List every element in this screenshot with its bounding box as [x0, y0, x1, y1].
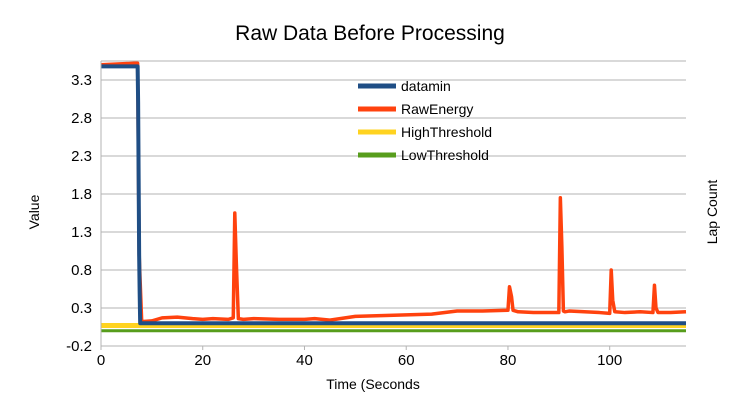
- x-axis-title: Time (Seconds: [326, 376, 420, 392]
- x-tick-label: 0: [97, 352, 105, 369]
- series-line-datamin: [101, 64, 686, 326]
- legend-label: HighThreshold: [401, 124, 492, 140]
- axes: -0.2 0.3 0.8 1.3 1.8 2.3 2.8 3.3 0 20 40 60 80 100: [66, 61, 686, 369]
- x-tick-label: 20: [194, 352, 211, 369]
- y-tick-label: 3.3: [71, 72, 92, 89]
- y-axis-title: Value: [26, 194, 42, 229]
- y-tick-label: -0.2: [66, 338, 92, 355]
- y-tick-label: 1.8: [71, 186, 92, 203]
- series-line-rawenergy: [100, 61, 687, 324]
- x-tick-label: 40: [296, 352, 313, 369]
- chart-title: Raw Data Before Processing: [235, 22, 505, 45]
- legend: datamin RawEnergy HighThreshold LowThreshol…: [358, 78, 492, 163]
- x-tick-label: 80: [500, 352, 517, 369]
- legend-label: LowThreshold: [401, 147, 489, 163]
- x-tick-label: 100: [597, 352, 622, 369]
- legend-label: datamin: [401, 78, 451, 94]
- x-tick-label: 60: [398, 352, 415, 369]
- legend-label: RawEnergy: [401, 101, 473, 117]
- grid: [101, 60, 686, 347]
- y-tick-label: 2.3: [71, 148, 92, 165]
- y-tick-label: 0.3: [71, 300, 92, 317]
- y-tick-label: 1.3: [71, 224, 92, 241]
- y-tick-label: 2.8: [71, 110, 92, 127]
- plot-area: [100, 61, 687, 333]
- y2-axis-title: Lap Count: [704, 180, 720, 245]
- y-tick-label: 0.8: [71, 262, 92, 279]
